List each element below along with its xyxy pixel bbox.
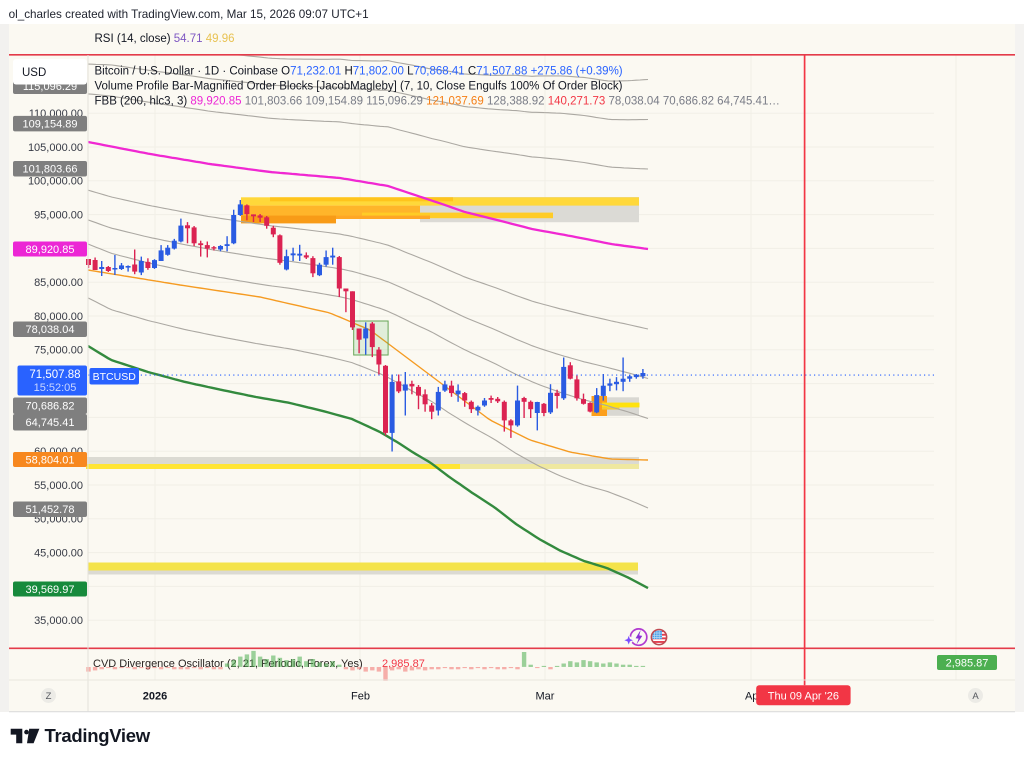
svg-text:80,000.00: 80,000.00: [34, 311, 83, 323]
svg-text:45,000.00: 45,000.00: [34, 548, 83, 560]
svg-text:A: A: [972, 691, 979, 702]
svg-text:USD: USD: [22, 67, 46, 79]
svg-text:105,000.00: 105,000.00: [28, 142, 83, 154]
svg-text:39,569.97: 39,569.97: [26, 584, 75, 596]
svg-text:70,686.82: 70,686.82: [26, 401, 75, 413]
svg-text:75,000.00: 75,000.00: [34, 345, 83, 357]
svg-text:64,745.41: 64,745.41: [26, 417, 75, 429]
svg-text:78,038.04: 78,038.04: [26, 324, 75, 336]
svg-text:89,920.85: 89,920.85: [26, 244, 75, 256]
svg-text:2,985.87: 2,985.87: [382, 658, 425, 670]
svg-text:35,000.00: 35,000.00: [34, 615, 83, 627]
svg-text:BTCUSD: BTCUSD: [93, 371, 137, 383]
svg-text:15:52:05: 15:52:05: [34, 382, 77, 394]
svg-text:55,000.00: 55,000.00: [34, 480, 83, 492]
svg-text:51,452.78: 51,452.78: [26, 504, 75, 516]
svg-text:101,803.66: 101,803.66: [22, 164, 77, 176]
svg-text:85,000.00: 85,000.00: [34, 277, 83, 289]
svg-text:Feb: Feb: [351, 690, 370, 702]
svg-text:71,507.88: 71,507.88: [29, 369, 80, 381]
svg-text:95,000.00: 95,000.00: [34, 210, 83, 222]
svg-text:Volume Profile Bar-Magnified O: Volume Profile Bar-Magnified Order Block…: [95, 81, 623, 93]
svg-text:Z: Z: [46, 691, 52, 702]
svg-text:Bitcoin / U.S. Dollar · 1D · C: Bitcoin / U.S. Dollar · 1D · Coinbase O7…: [95, 66, 623, 78]
svg-text:2,985.87: 2,985.87: [946, 657, 989, 669]
svg-text:109,154.89: 109,154.89: [22, 119, 77, 131]
svg-text:FBB (200, hlc3, 3) 89,920.85 1: FBB (200, hlc3, 3) 89,920.85 101,803.66 …: [95, 96, 780, 108]
svg-text:Mar: Mar: [536, 690, 555, 702]
svg-text:58,804.01: 58,804.01: [26, 454, 75, 466]
svg-text:2026: 2026: [143, 690, 167, 702]
svg-text:TradingView: TradingView: [45, 725, 151, 746]
svg-text:Thu 09 Apr '26: Thu 09 Apr '26: [768, 690, 839, 702]
svg-text:RSI (14, close) 54.71 49.96: RSI (14, close) 54.71 49.96: [95, 33, 235, 45]
svg-text:ol_charles created with Tradin: ol_charles created with TradingView.com,…: [9, 8, 369, 21]
svg-text:100,000.00: 100,000.00: [28, 176, 83, 188]
